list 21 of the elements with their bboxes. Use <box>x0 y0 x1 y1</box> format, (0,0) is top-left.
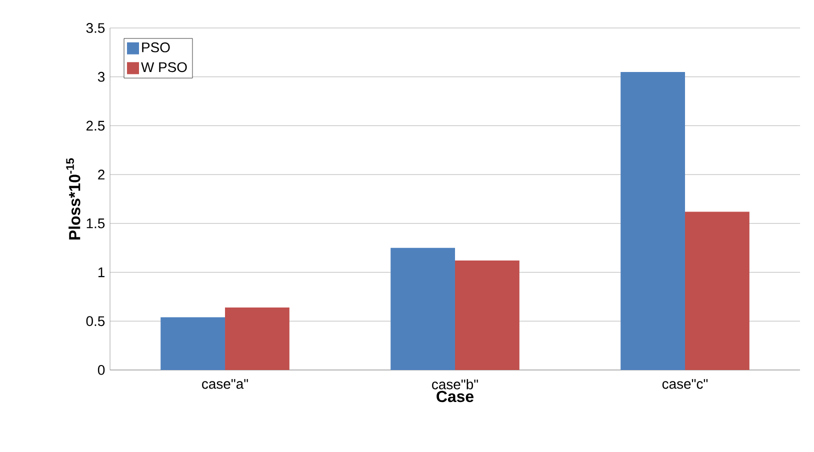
y-tick-label: 3 <box>98 72 105 82</box>
bar <box>455 260 520 370</box>
bar <box>225 307 290 370</box>
bar <box>620 72 686 370</box>
y-tick-label: 3.5 <box>86 23 105 33</box>
bar <box>390 248 456 370</box>
x-axis-title: Case <box>436 390 474 402</box>
y-tick-label: 2 <box>98 170 104 180</box>
y-tick-label: 1.5 <box>86 218 105 228</box>
legend-label: W PSO <box>141 62 187 72</box>
bar <box>160 317 226 370</box>
x-tick-label: case"a" <box>202 379 248 389</box>
x-tick-label: case"b" <box>432 379 478 390</box>
x-tick-label: case"c" <box>662 379 708 389</box>
y-tick-label: 0.5 <box>86 316 105 326</box>
bar <box>685 212 750 370</box>
y-axis-title: Ploss*10$^{-15}$ <box>66 158 80 240</box>
y-tick-label: 2.5 <box>86 120 105 131</box>
y-tick-label: 0 <box>98 365 105 375</box>
legend-label: PSO <box>142 42 170 52</box>
y-tick-label: 1 <box>98 267 104 278</box>
